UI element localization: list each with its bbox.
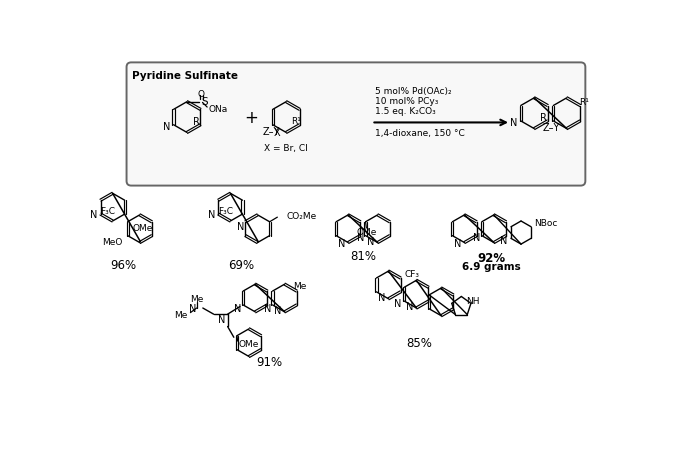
Text: F₃C: F₃C <box>100 206 115 215</box>
Text: 85%: 85% <box>406 337 433 350</box>
Text: ONa: ONa <box>208 105 228 114</box>
Text: Me: Me <box>190 294 204 304</box>
Text: OMe: OMe <box>239 339 259 348</box>
Text: 81%: 81% <box>351 250 377 263</box>
Text: N: N <box>378 293 386 303</box>
Text: X: X <box>273 128 280 138</box>
Text: 1,4-dioxane, 150 °C: 1,4-dioxane, 150 °C <box>375 129 465 138</box>
Text: R: R <box>540 113 547 123</box>
Text: NBoc: NBoc <box>534 218 558 227</box>
Text: N: N <box>473 233 480 243</box>
FancyBboxPatch shape <box>126 63 585 186</box>
Text: Z–Y: Z–Y <box>262 127 280 137</box>
Text: CF₃: CF₃ <box>404 269 420 278</box>
Text: R: R <box>193 117 200 126</box>
Text: Me: Me <box>293 282 306 291</box>
Text: MeO: MeO <box>103 237 123 246</box>
Text: 91%: 91% <box>256 355 282 368</box>
Text: Me: Me <box>174 310 187 319</box>
Text: N: N <box>367 237 375 246</box>
Text: N: N <box>500 235 508 245</box>
Text: N: N <box>237 221 244 231</box>
Text: 96%: 96% <box>110 259 137 272</box>
Text: R¹: R¹ <box>292 116 302 125</box>
Text: 5 mol% Pd(OAc)₂: 5 mol% Pd(OAc)₂ <box>375 87 452 95</box>
Text: N: N <box>163 122 170 132</box>
Text: N: N <box>511 118 518 128</box>
Text: Pyridine Sulfinate: Pyridine Sulfinate <box>132 70 239 81</box>
Text: 69%: 69% <box>228 259 255 272</box>
Text: N: N <box>218 314 225 324</box>
Text: N: N <box>454 238 462 248</box>
Text: O: O <box>197 89 204 99</box>
Text: N: N <box>274 306 282 316</box>
Text: N: N <box>394 298 401 308</box>
Text: R¹: R¹ <box>579 98 589 107</box>
Text: OMe: OMe <box>357 227 377 236</box>
Text: OMe: OMe <box>132 223 152 232</box>
Text: 92%: 92% <box>477 251 506 264</box>
Text: N: N <box>208 210 215 219</box>
Text: N: N <box>357 233 364 243</box>
Text: X = Br, Cl: X = Br, Cl <box>264 144 308 153</box>
Text: N: N <box>234 303 242 313</box>
Text: 10 mol% PCy₃: 10 mol% PCy₃ <box>375 96 439 106</box>
Text: N: N <box>264 303 271 313</box>
Text: CO₂Me: CO₂Me <box>286 212 317 221</box>
Text: N: N <box>406 302 413 312</box>
Text: +: + <box>244 109 258 127</box>
Text: F₃C: F₃C <box>218 206 233 215</box>
Text: 1.5 eq. K₂CO₃: 1.5 eq. K₂CO₃ <box>375 106 436 115</box>
Text: N: N <box>189 303 197 313</box>
Text: NH: NH <box>466 296 480 305</box>
Text: Z–Y: Z–Y <box>543 123 560 133</box>
Text: N: N <box>90 210 97 219</box>
Text: S: S <box>201 97 208 106</box>
Text: N: N <box>337 238 345 248</box>
Text: 6.9 grams: 6.9 grams <box>462 262 521 272</box>
